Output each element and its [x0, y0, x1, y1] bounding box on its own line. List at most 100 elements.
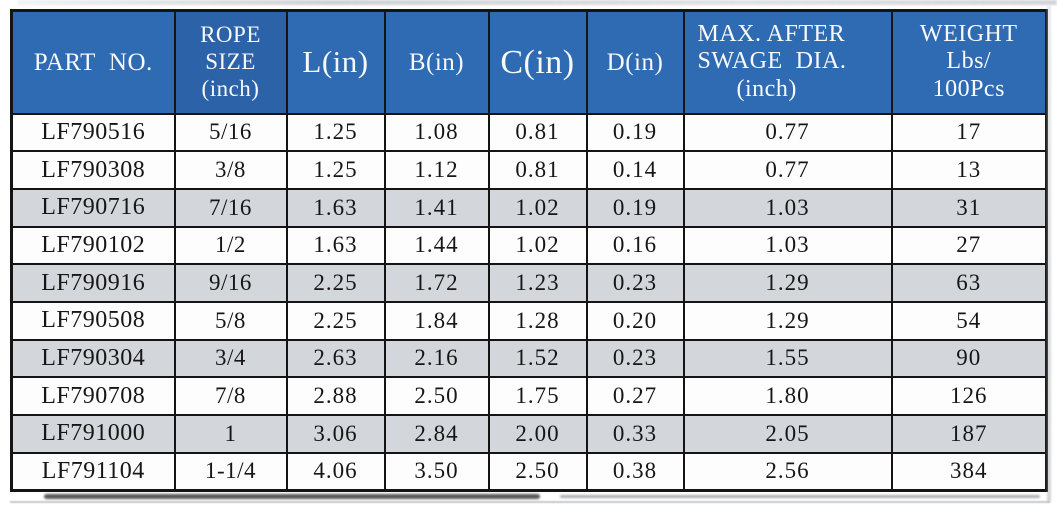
cell-c_in: 1.28 [487, 300, 588, 341]
cell-rope_size: 7/8 [173, 376, 288, 416]
cell-c_in: 2.50 [487, 451, 588, 492]
cell-rope_size: 1/2 [173, 225, 288, 266]
cell-l_in: 1.63 [285, 187, 386, 228]
header-row: PART NO. ROPE SIZE (inch) L(in) B(in) C(… [10, 9, 1048, 115]
cell-d_in: 0.19 [585, 187, 685, 228]
cell-part_no: LF790516 [10, 112, 176, 153]
cell-rope_size: 1-1/4 [173, 451, 288, 492]
cell-rope_size: 3/4 [173, 338, 288, 379]
cell-d_in: 0.23 [585, 263, 685, 303]
cell-d_in: 0.38 [585, 451, 685, 492]
table-row: LF791104 1-1/4 4.06 3.50 2.50 0.38 2.56 384 [10, 451, 1048, 492]
cell-l_in: 1.63 [285, 225, 386, 266]
cell-max_after_swage_dia: 1.80 [682, 376, 893, 416]
cell-c_in: 2.00 [487, 414, 588, 454]
cell-weight: 63 [890, 263, 1048, 303]
scan-artifact-right [1047, 6, 1051, 502]
cell-part_no: LF790304 [10, 338, 176, 379]
table-row: LF790516 5/16 1.25 1.08 0.81 0.19 0.77 17 [10, 112, 1048, 153]
cell-rope_size: 3/8 [173, 150, 288, 190]
wire-rope-spec-table: PART NO. ROPE SIZE (inch) L(in) B(in) C(… [10, 9, 1048, 492]
table-row: LF790716 7/16 1.63 1.41 1.02 0.19 1.03 31 [10, 187, 1048, 228]
cell-weight: 90 [890, 338, 1048, 379]
table-row: LF790308 3/8 1.25 1.12 0.81 0.14 0.77 13 [10, 150, 1048, 190]
cell-b_in: 1.44 [383, 225, 490, 266]
table-row: LF790708 7/8 2.88 2.50 1.75 0.27 1.80 126 [10, 376, 1048, 416]
cell-max_after_swage_dia: 0.77 [682, 150, 893, 190]
cell-weight: 126 [890, 376, 1048, 416]
cell-part_no: LF790308 [10, 150, 176, 190]
table-row: LF790304 3/4 2.63 2.16 1.52 0.23 1.55 90 [10, 338, 1048, 379]
cell-rope_size: 1 [173, 414, 288, 454]
cell-max_after_swage_dia: 1.03 [682, 187, 893, 228]
header-cell-weight: WEIGHT Lbs/ 100Pcs [890, 9, 1048, 115]
cell-part_no: LF790716 [10, 187, 176, 228]
table-header: PART NO. ROPE SIZE (inch) L(in) B(in) C(… [10, 9, 1048, 115]
table-row: LF790508 5/8 2.25 1.84 1.28 0.20 1.29 54 [10, 300, 1048, 341]
cell-b_in: 1.41 [383, 187, 490, 228]
header-cell-rope-size: ROPE SIZE (inch) [173, 9, 288, 115]
cell-b_in: 2.50 [383, 376, 490, 416]
cell-weight: 187 [890, 414, 1048, 454]
cell-weight: 13 [890, 150, 1048, 190]
cell-max_after_swage_dia: 1.03 [682, 225, 893, 266]
cell-weight: 54 [890, 300, 1048, 341]
scan-artifact-bottom-mid [560, 495, 1040, 498]
cell-part_no: LF790708 [10, 376, 176, 416]
cell-l_in: 1.25 [285, 112, 386, 153]
cell-c_in: 0.81 [487, 150, 588, 190]
header-cell-c-in: C(in) [487, 9, 588, 115]
header-cell-l-in: L(in) [285, 9, 386, 115]
cell-max_after_swage_dia: 1.55 [682, 338, 893, 379]
cell-max_after_swage_dia: 1.29 [682, 263, 893, 303]
cell-l_in: 4.06 [285, 451, 386, 492]
cell-d_in: 0.16 [585, 225, 685, 266]
header-cell-d-in: D(in) [585, 9, 685, 115]
cell-l_in: 2.25 [285, 263, 386, 303]
cell-rope_size: 5/8 [173, 300, 288, 341]
cell-l_in: 2.88 [285, 376, 386, 416]
cell-part_no: LF790102 [10, 225, 176, 266]
cell-max_after_swage_dia: 2.56 [682, 451, 893, 492]
cell-l_in: 2.25 [285, 300, 386, 341]
cell-rope_size: 5/16 [173, 112, 288, 153]
cell-part_no: LF791000 [10, 414, 176, 454]
cell-l_in: 3.06 [285, 414, 386, 454]
cell-c_in: 1.23 [487, 263, 588, 303]
table-row: LF791000 1 3.06 2.84 2.00 0.33 2.05 187 [10, 414, 1048, 454]
cell-b_in: 1.08 [383, 112, 490, 153]
cell-d_in: 0.20 [585, 300, 685, 341]
table-row: LF790916 9/16 2.25 1.72 1.23 0.23 1.29 63 [10, 263, 1048, 303]
header-cell-b-in: B(in) [383, 9, 490, 115]
cell-d_in: 0.27 [585, 376, 685, 416]
cell-max_after_swage_dia: 2.05 [682, 414, 893, 454]
cell-d_in: 0.19 [585, 112, 685, 153]
cell-max_after_swage_dia: 0.77 [682, 112, 893, 153]
header-cell-max-swage: MAX. AFTER SWAGE DIA. (inch) [682, 9, 893, 115]
cell-c_in: 1.52 [487, 338, 588, 379]
scan-artifact-bottom-dark [44, 494, 540, 499]
cell-c_in: 1.02 [487, 187, 588, 228]
cell-weight: 27 [890, 225, 1048, 266]
scan-artifact-top [18, 0, 1057, 5]
cell-max_after_swage_dia: 1.29 [682, 300, 893, 341]
cell-b_in: 2.84 [383, 414, 490, 454]
scan-artifact-bottom-line [10, 501, 1050, 503]
cell-l_in: 1.25 [285, 150, 386, 190]
cell-part_no: LF790508 [10, 300, 176, 341]
cell-b_in: 2.16 [383, 338, 490, 379]
cell-weight: 17 [890, 112, 1048, 153]
cell-b_in: 1.84 [383, 300, 490, 341]
cell-weight: 31 [890, 187, 1048, 228]
header-cell-part-no: PART NO. [10, 9, 176, 115]
cell-rope_size: 7/16 [173, 187, 288, 228]
table-body: LF790516 5/16 1.25 1.08 0.81 0.19 0.77 17 LF7903… [10, 112, 1048, 492]
cell-c_in: 0.81 [487, 112, 588, 153]
cell-d_in: 0.23 [585, 338, 685, 379]
cell-rope_size: 9/16 [173, 263, 288, 303]
cell-c_in: 1.02 [487, 225, 588, 266]
cell-part_no: LF790916 [10, 263, 176, 303]
table-row: LF790102 1/2 1.63 1.44 1.02 0.16 1.03 27 [10, 225, 1048, 266]
cell-part_no: LF791104 [10, 451, 176, 492]
